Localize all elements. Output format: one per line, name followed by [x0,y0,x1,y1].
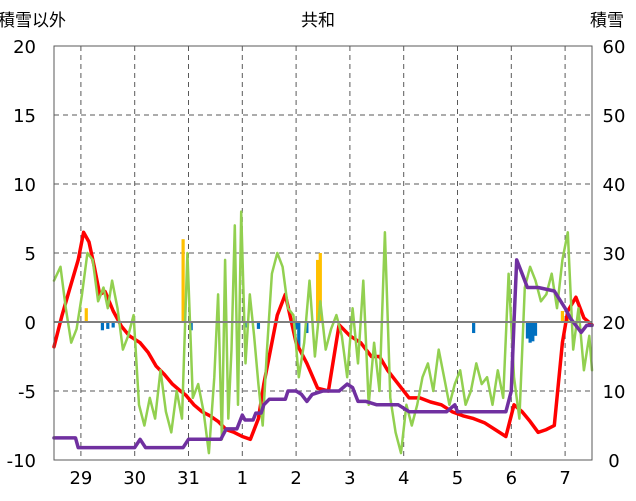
bar [318,253,322,322]
x-tick-label: 31 [177,468,200,489]
plot-frame [53,45,593,461]
x-tick-label: 2 [290,468,301,489]
left-tick-label: 5 [25,244,36,265]
right-tick-label: 40 [603,175,626,196]
series-line [52,258,594,450]
right-tick-label: 30 [603,244,626,265]
left-tick-label: 15 [13,106,36,127]
bar [106,322,110,329]
left-tick-label: -5 [18,382,36,403]
x-tick-label: 5 [452,468,463,489]
series-line [52,230,594,442]
bar [528,322,532,343]
x-tick-label: 4 [398,468,409,489]
bar [256,322,261,329]
x-tick-label: 1 [237,468,248,489]
bar [533,322,538,336]
series-lines [52,210,594,455]
x-tick-label: 7 [559,468,570,489]
left-tick-label: 20 [13,37,36,58]
x-tick-label: 29 [69,468,92,489]
bar [560,310,565,322]
bar [316,259,320,322]
bar [525,322,530,339]
left-tick-label: -10 [7,451,36,472]
x-tick-label: 3 [344,468,355,489]
left-tick-label: 10 [13,175,36,196]
bar [472,322,476,334]
left-axis-title: 積雪以外 [0,11,66,31]
bar [531,322,535,342]
axes [53,45,593,461]
bar [181,239,185,322]
bar [111,322,115,328]
x-tick-label: 30 [123,468,146,489]
right-tick-label: 10 [603,382,626,403]
bar [100,322,105,331]
right-tick-label: 50 [603,106,626,127]
bar [305,322,309,334]
right-axis-title: 積雪 [590,11,624,31]
right-tick-label: 60 [603,37,626,58]
right-tick-label: 20 [603,313,626,334]
bar [84,308,88,322]
x-tick-label: 6 [506,468,517,489]
bar [297,322,301,347]
series-line [52,210,594,455]
bar [294,322,298,329]
bars [84,239,570,347]
right-tick-label: 0 [608,451,619,472]
left-tick-label: 0 [25,313,36,334]
chart-title: 共和 [301,11,335,31]
